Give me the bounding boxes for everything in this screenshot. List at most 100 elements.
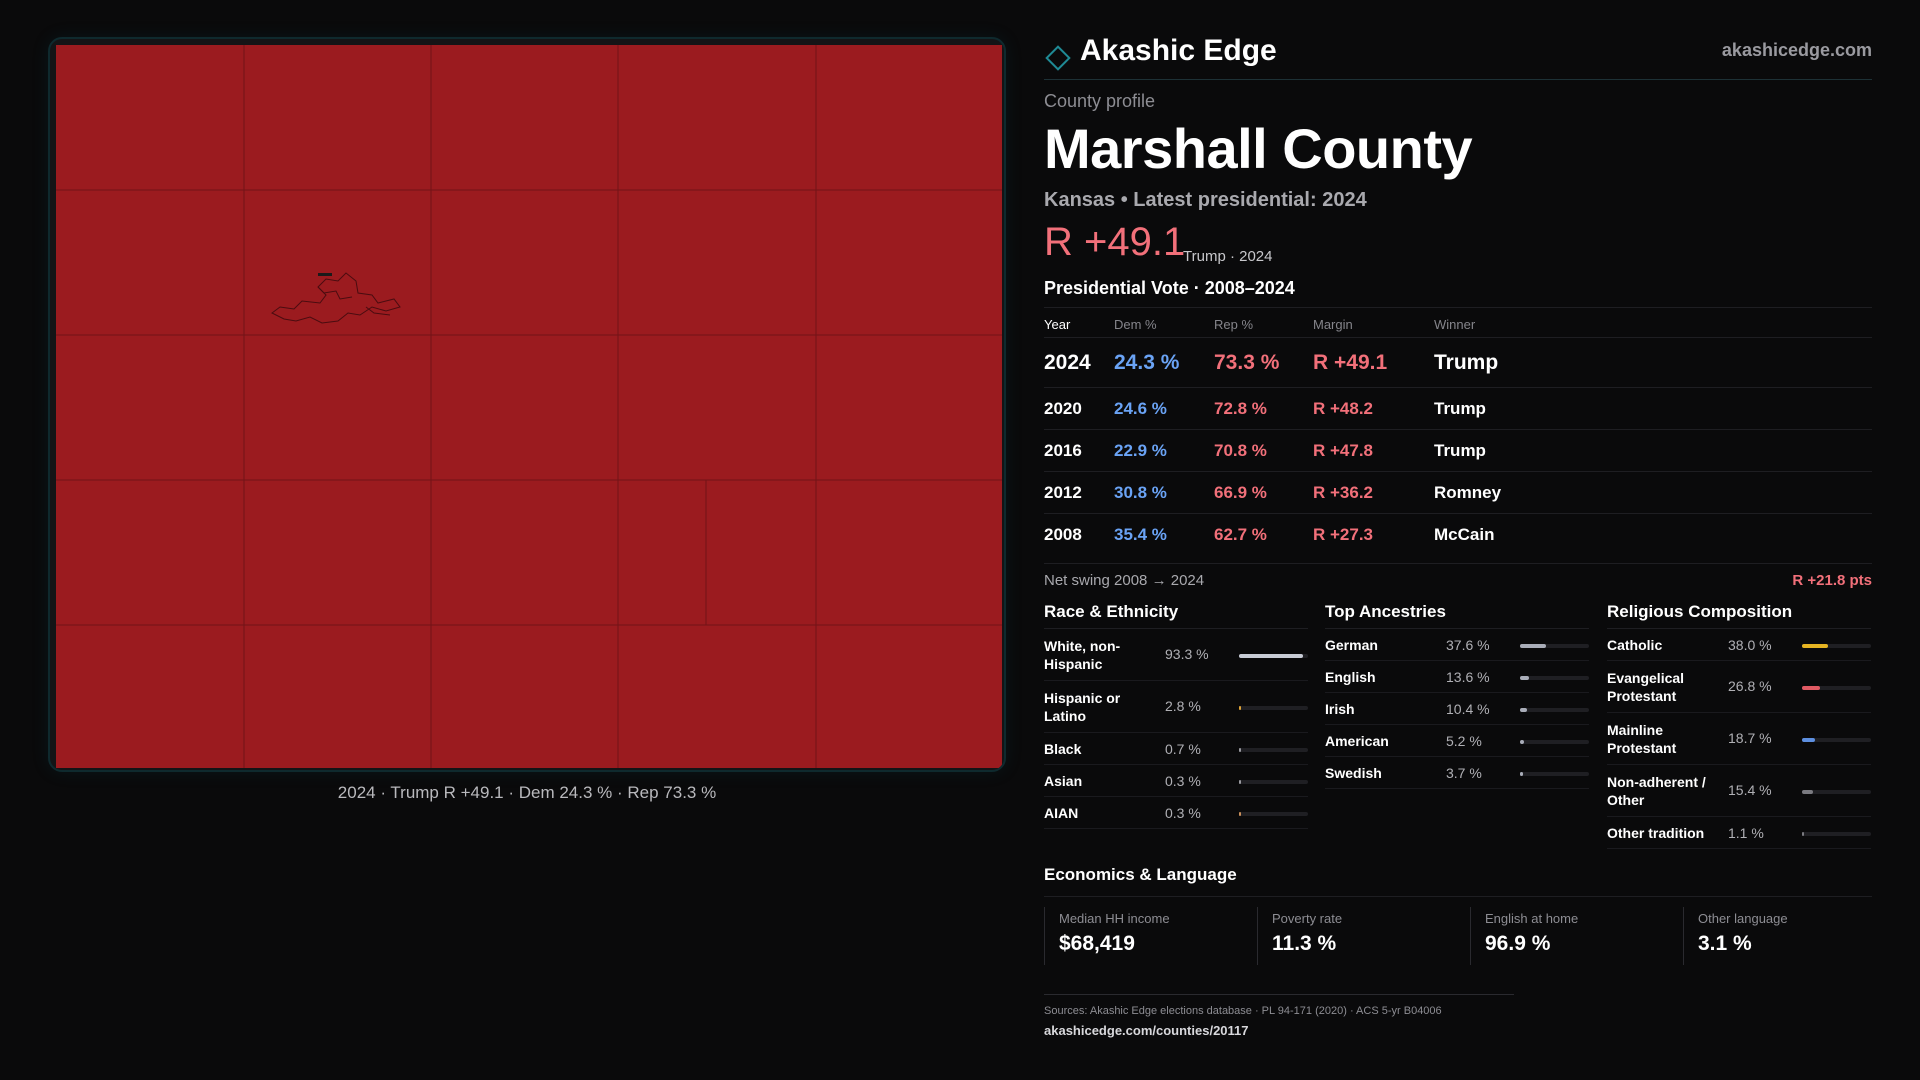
cell-dem: 24.6 % [1114,399,1167,418]
stat-label: Other language [1698,911,1788,926]
brand-header: Akashic Edge akashicedge.com [1044,30,1872,80]
item-label: White, non-Hispanic [1044,638,1121,672]
headline-margin: R +49.1 [1044,220,1186,264]
bar-fill [1802,686,1821,690]
diamond-logo-icon [1045,45,1071,71]
sources-footer: Sources: Akashic Edge elections database… [1044,994,1514,1038]
stat-value: 3.1 % [1698,932,1752,955]
cell-dem: 30.8 % [1114,483,1167,502]
cell-year: 2016 [1044,441,1082,460]
item-value: 0.7 % [1165,741,1201,757]
list-item: American 5.2 % [1325,725,1589,757]
list-item: Asian 0.3 % [1044,765,1308,797]
list-item: Other tradition 1.1 % [1607,817,1871,849]
map-caption: 2024 · Trump R +49.1 · Dem 24.3 % · Rep … [337,783,717,802]
bar-fill [1802,832,1804,836]
sources-url-link[interactable]: akashicedge.com/counties/20117 [1044,1023,1249,1038]
cell-winner: Trump [1434,399,1486,418]
map-marker [318,273,332,276]
item-value: 93.3 % [1165,646,1209,662]
county-map[interactable] [48,37,1006,772]
item-value: 3.7 % [1446,765,1482,781]
item-label: AIAN [1044,805,1079,821]
bar-track [1520,740,1589,744]
stat-card: Poverty rate 11.3 % [1257,907,1457,965]
net-swing-value: R +21.8 pts [1792,572,1872,589]
bar-fill [1239,780,1241,784]
item-value: 2.8 % [1165,698,1201,714]
bar-fill [1802,790,1813,794]
bar-track [1239,780,1308,784]
item-value: 1.1 % [1728,825,1764,841]
vote-section-title: Presidential Vote · 2008–2024 [1044,278,1295,298]
cell-margin: R +49.1 [1313,351,1388,374]
bar-fill [1520,644,1546,648]
item-value: 26.8 % [1728,678,1772,694]
bar-track [1520,676,1589,680]
header-rep: Rep % [1214,317,1254,332]
stat-value: 96.9 % [1485,932,1551,955]
stat-label: English at home [1485,911,1579,926]
bar-track [1802,790,1871,794]
cell-winner: Romney [1434,483,1502,502]
cell-winner: McCain [1434,525,1495,544]
township-boundaries [56,45,1002,768]
list-item: Non-adherent / Other 15.4 % [1607,765,1871,817]
sources-text: Sources: Akashic Edge elections database… [1044,1005,1442,1017]
stat-value: 11.3 % [1272,932,1337,955]
bar-fill [1520,676,1530,680]
item-label: Swedish [1325,765,1382,781]
item-label: Evangelical Protestant [1607,670,1685,704]
item-value: 18.7 % [1728,730,1772,746]
net-swing-row: Net swing 2008 → 2024 R +21.8 pts [1044,563,1872,591]
list-item: Mainline Protestant 18.7 % [1607,713,1871,765]
stat-card: Other language 3.1 % [1683,907,1883,965]
cell-dem: 24.3 % [1114,351,1180,374]
religion-section-title: Religious Composition [1607,600,1871,629]
item-label: German [1325,637,1378,653]
economics-section-title: Economics & Language [1044,865,1237,884]
bar-track [1520,772,1589,776]
table-row: 2008 35.4 % 62.7 % R +27.3 McCain [1044,513,1872,555]
cell-rep: 66.9 % [1214,483,1267,502]
bar-fill [1239,706,1241,710]
page-eyebrow: County profile [1044,91,1156,111]
item-label: Hispanic or Latino [1044,690,1121,724]
bar-track [1239,748,1308,752]
cell-dem: 22.9 % [1114,441,1167,460]
page-subtitle: Kansas • Latest presidential: 2024 [1044,189,1367,211]
bar-fill [1239,812,1241,816]
religion-section: Religious Composition Catholic 38.0 % Ev… [1607,600,1871,849]
race-section-title: Race & Ethnicity [1044,600,1308,629]
economics-cards: Median HH income $68,419 Poverty rate 11… [1044,896,1872,974]
bar-track [1239,706,1308,710]
vote-table: Year Dem % Rep % Margin Winner 2024 24.3… [1044,307,1872,555]
list-item: Swedish 3.7 % [1325,757,1589,789]
cell-winner: Trump [1434,441,1486,460]
bar-track [1802,686,1871,690]
list-item: Hispanic or Latino 2.8 % [1044,681,1308,733]
ancestry-section-title: Top Ancestries [1325,600,1589,629]
ancestries-section: Top Ancestries German 37.6 % English 13.… [1325,600,1589,789]
item-label: English [1325,669,1376,685]
header-margin: Margin [1313,317,1353,332]
item-value: 10.4 % [1446,701,1490,717]
bar-fill [1802,644,1829,648]
brand-url-link[interactable]: akashicedge.com [1721,40,1872,60]
list-item: German 37.6 % [1325,629,1589,661]
cell-margin: R +36.2 [1313,483,1374,502]
table-row: 2024 24.3 % 73.3 % R +49.1 Trump [1044,337,1872,387]
cell-year: 2020 [1044,399,1082,418]
table-row: 2016 22.9 % 70.8 % R +47.8 Trump [1044,429,1872,471]
profile-panel: Akashic Edge akashicedge.com County prof… [1044,30,1872,1070]
list-item: Irish 10.4 % [1325,693,1589,725]
item-label: Black [1044,741,1082,757]
cell-margin: R +27.3 [1313,525,1374,544]
cell-margin: R +48.2 [1313,399,1374,418]
bar-fill [1802,738,1815,742]
stat-value: $68,419 [1059,932,1135,955]
bar-fill [1239,748,1241,752]
cell-margin: R +47.8 [1313,441,1374,460]
brand-name: Akashic Edge [1080,34,1277,67]
bar-track [1802,738,1871,742]
